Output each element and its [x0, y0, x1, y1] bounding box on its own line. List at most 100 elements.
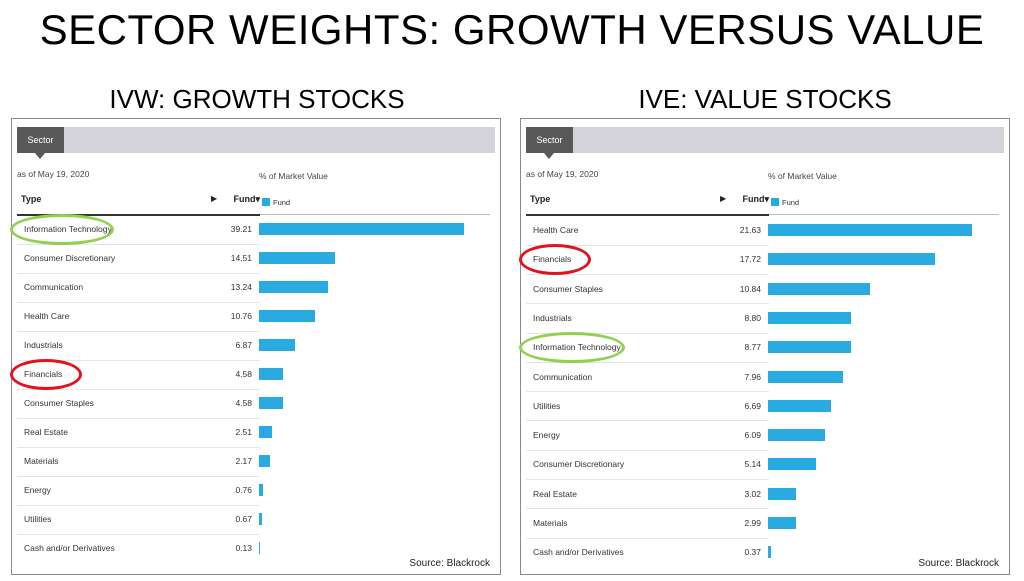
- sector-value-consumer-staples: 10.84: [739, 283, 761, 294]
- sector-label-consumer-discretionary: Consumer Discretionary: [24, 253, 116, 263]
- sector-value-consumer-discretionary: 14.51: [230, 253, 252, 263]
- expand-arrow-icon[interactable]: ▶: [211, 194, 218, 203]
- sector-value-industrials: 8.80: [744, 312, 761, 323]
- sector-value-consumer-staples: 4.58: [235, 398, 252, 408]
- bar-health-care[interactable]: [768, 224, 972, 236]
- bar-real-estate[interactable]: [259, 426, 273, 438]
- row-divider: [17, 388, 260, 390]
- sector-label-energy: Energy: [533, 430, 560, 441]
- bar-cash-and-or-derivatives[interactable]: [768, 546, 772, 559]
- row-divider: [17, 243, 260, 245]
- bar-materials[interactable]: [768, 517, 797, 529]
- bar-communication[interactable]: [768, 370, 844, 383]
- sector-header-band: [526, 127, 1004, 153]
- source-note: Source: Blackrock: [918, 558, 999, 569]
- row-divider: [17, 301, 260, 303]
- legend-label: Fund: [273, 198, 291, 207]
- sector-label-cash-and-or-derivatives: Cash and/or Derivatives: [24, 543, 115, 553]
- bar-information-technology[interactable]: [768, 341, 851, 354]
- bar-communication[interactable]: [259, 281, 329, 293]
- row-divider: [17, 475, 260, 477]
- sector-value-communication: 13.24: [230, 282, 252, 292]
- sector-label-consumer-discretionary: Consumer Discretionary: [533, 459, 625, 470]
- bar-consumer-staples[interactable]: [259, 397, 283, 409]
- row-divider: [17, 417, 260, 419]
- sector-value-cash-and-or-derivatives: 0.37: [744, 547, 761, 558]
- market-value-header: % of Market Value: [259, 171, 328, 181]
- legend-label: Fund: [782, 198, 800, 207]
- value-chart-title: IVE: VALUE STOCKS: [638, 84, 892, 114]
- sector-label-communication: Communication: [24, 282, 84, 292]
- sector-value-utilities: 6.69: [744, 400, 761, 411]
- sort-down-icon: ▾: [255, 194, 260, 204]
- type-column-header[interactable]: Type: [530, 194, 551, 204]
- sector-value-financials: 4.58: [235, 369, 252, 379]
- sector-label-industrials: Industrials: [533, 312, 572, 323]
- row-divider: [17, 359, 260, 361]
- row-divider: [526, 420, 769, 422]
- sector-label-consumer-staples: Consumer Staples: [533, 283, 603, 294]
- bar-financials[interactable]: [259, 368, 283, 380]
- sector-tab[interactable]: Sector: [17, 127, 64, 159]
- bar-materials[interactable]: [259, 455, 271, 467]
- sector-label-materials: Materials: [24, 456, 59, 466]
- sector-label-communication: Communication: [533, 371, 593, 382]
- header-divider: [526, 214, 769, 216]
- sector-value-information-technology: 39.21: [230, 224, 252, 234]
- chart-legend: Fund: [771, 198, 799, 207]
- sector-value-materials: 2.99: [744, 518, 761, 528]
- sector-tab[interactable]: Sector: [526, 127, 573, 159]
- sector-label-cash-and-or-derivatives: Cash and/or Derivatives: [533, 547, 624, 558]
- bar-cash-and-or-derivatives[interactable]: [259, 542, 260, 554]
- sector-value-communication: 7.96: [744, 371, 761, 382]
- bar-real-estate[interactable]: [768, 487, 797, 500]
- bar-industrials[interactable]: [259, 339, 295, 351]
- market-value-header: % of Market Value: [768, 171, 837, 181]
- type-column-header[interactable]: Type: [21, 194, 42, 204]
- row-divider: [526, 332, 769, 334]
- sector-value-health-care: 21.63: [739, 225, 761, 235]
- bar-industrials[interactable]: [768, 311, 851, 324]
- fund-column-header[interactable]: Fund▾: [731, 194, 769, 205]
- bar-information-technology[interactable]: [259, 223, 464, 235]
- bar-energy[interactable]: [259, 484, 263, 496]
- sector-value-utilities: 0.67: [235, 514, 252, 524]
- bar-energy[interactable]: [768, 429, 826, 442]
- sector-value-real-estate: 2.51: [235, 427, 252, 437]
- green-highlight-circle-information-technology: [10, 214, 114, 245]
- bar-utilities[interactable]: [768, 399, 832, 412]
- row-divider: [526, 244, 769, 246]
- sector-label-utilities: Utilities: [533, 400, 561, 411]
- fund-column-header[interactable]: Fund▾: [222, 194, 260, 205]
- sector-value-information-technology: 8.77: [744, 342, 761, 353]
- expand-arrow-icon[interactable]: ▶: [720, 194, 727, 203]
- bar-consumer-discretionary[interactable]: [768, 458, 817, 471]
- row-divider: [526, 479, 769, 481]
- bar-consumer-discretionary[interactable]: [259, 252, 335, 264]
- source-note: Source: Blackrock: [409, 558, 490, 569]
- value-sector-panel: Sector as of May 19, 2020 % of Market Va…: [519, 118, 1010, 575]
- sector-label-materials: Materials: [533, 518, 568, 528]
- row-divider: [526, 361, 769, 363]
- row-divider: [17, 272, 260, 274]
- sector-value-energy: 6.09: [744, 430, 761, 441]
- bar-health-care[interactable]: [259, 310, 316, 322]
- growth-chart-title: IVW: GROWTH STOCKS: [109, 84, 405, 114]
- bar-utilities[interactable]: [259, 513, 263, 525]
- row-divider: [17, 533, 260, 535]
- sector-value-cash-and-or-derivatives: 0.13: [235, 543, 252, 553]
- bar-consumer-staples[interactable]: [768, 282, 871, 295]
- row-divider: [526, 508, 769, 510]
- row-divider: [526, 537, 769, 539]
- as-of-date: as of May 19, 2020: [17, 169, 90, 179]
- fund-column-label: Fund: [233, 194, 256, 204]
- sector-label-real-estate: Real Estate: [533, 488, 577, 499]
- sector-value-real-estate: 3.02: [744, 488, 761, 499]
- row-divider: [526, 303, 769, 305]
- bar-financials[interactable]: [768, 253, 936, 266]
- red-highlight-circle-financials: [519, 244, 591, 276]
- sector-header-band: [17, 127, 495, 153]
- sector-label-consumer-staples: Consumer Staples: [24, 398, 94, 408]
- red-highlight-circle-financials: [10, 359, 82, 390]
- page-title: SECTOR WEIGHTS: GROWTH VERSUS VALUE: [39, 6, 985, 53]
